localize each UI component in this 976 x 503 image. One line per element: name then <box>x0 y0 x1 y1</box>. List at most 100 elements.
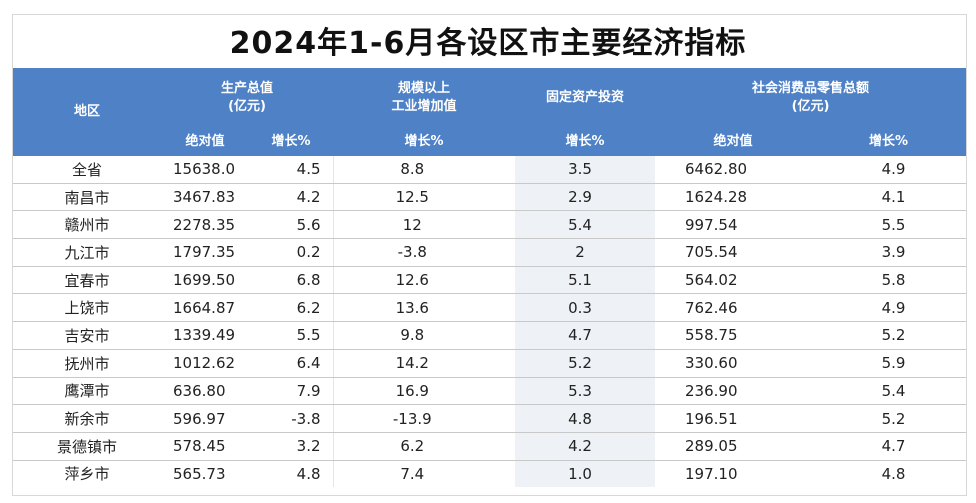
cell-retail: 997.54 <box>655 210 812 240</box>
cell-industry-growth: 7.4 <box>332 460 516 488</box>
cell-retail-growth: 4.7 <box>811 432 967 461</box>
cell-gdp-growth: 4.2 <box>249 183 334 212</box>
header-retail: 社会消费品零售总额 (亿元) <box>655 68 967 128</box>
cell-region: 上饶市 <box>13 293 161 323</box>
cell-gdp: 565.73 <box>173 464 226 483</box>
header-retail-line2: (亿元) <box>791 99 830 114</box>
cell-fixed-growth: 5.3 <box>515 377 656 406</box>
cell-gdp-growth: 7.9 <box>249 377 334 406</box>
cell-gdp: 578.45 <box>161 432 249 461</box>
cell-gdp-growth: 3.2 <box>249 432 334 461</box>
cell-retail-growth: 5.5 <box>811 210 967 240</box>
cell-gdp-growth: 6.2 <box>249 293 334 323</box>
table-row: 全省 15638.0 4.5 8.8 3.5 6462.80 4.9 <box>13 156 967 184</box>
cell-retail: 197.10 <box>685 464 738 483</box>
subheader-retail-absolute: 绝对值 <box>655 128 812 156</box>
cell-region: 赣州市 <box>13 210 161 240</box>
cell-fixed-growth: 0.3 <box>515 293 656 323</box>
table-row: 萍乡市 565.73 4.8 7.4 1.0 197.10 4.8 <box>13 460 966 488</box>
cell-region: 九江市 <box>13 238 161 267</box>
cell-region: 抚州市 <box>13 349 161 378</box>
cell-retail: 236.90 <box>655 377 812 406</box>
header-gdp: 生产总值 (亿元) <box>161 68 334 128</box>
cell-retail-growth: 4.9 <box>811 293 967 323</box>
cell-gdp-growth: 6.4 <box>249 349 334 378</box>
cell-gdp: 3467.83 <box>161 183 249 212</box>
cell-industry-growth: -3.8 <box>332 238 516 267</box>
header-gdp-line1: 生产总值 <box>221 81 274 96</box>
table-row: 吉安市 1339.49 5.5 9.8 4.7 558.75 5.2 <box>13 321 967 350</box>
cell-region: 南昌市 <box>13 183 161 212</box>
table-row: 九江市 1797.35 0.2 -3.8 2 705.54 3.9 <box>13 238 967 267</box>
cell-gdp-growth: 4.5 <box>249 156 334 184</box>
subheader-fixed-growth: 增长% <box>515 128 656 156</box>
cell-retail: 558.75 <box>655 321 812 350</box>
table-body: 全省 15638.0 4.5 8.8 3.5 6462.80 4.9 南昌市 3… <box>13 156 967 488</box>
header-gdp-line2: (亿元) <box>228 99 266 114</box>
table-row: 景德镇市 578.45 3.2 6.2 4.2 289.05 4.7 <box>13 432 967 461</box>
cell-gdp-growth: -3.8 <box>249 404 334 433</box>
subheader-gdp-absolute: 绝对值 <box>161 128 249 156</box>
cell-fixed-growth: 4.8 <box>515 404 656 433</box>
cell-industry-growth: 13.6 <box>332 293 516 323</box>
cell-retail-growth: 5.4 <box>811 377 967 406</box>
cell-fixed-growth: 3.5 <box>515 156 656 184</box>
table-header: 地区 生产总值 (亿元) 规模以上 工业增加值 固定资产投资 社会消费品零售总额… <box>13 68 967 156</box>
subheader-industry-growth: 增长% <box>333 128 516 156</box>
header-region: 地区 <box>13 68 161 156</box>
cell-industry-growth: 8.8 <box>332 156 516 184</box>
cell-industry-growth: 16.9 <box>332 377 516 406</box>
header-fixed-investment: 固定资产投资 <box>515 68 656 128</box>
cell-retail-growth: 4.9 <box>811 156 967 184</box>
cell-retail-growth: 4.1 <box>811 183 967 212</box>
header-industry: 规模以上 工业增加值 <box>333 68 516 128</box>
table-row: 抚州市 1012.62 6.4 14.2 5.2 330.60 5.9 <box>13 349 967 378</box>
cell-region: 全省 <box>13 156 161 184</box>
cell-gdp: 596.97 <box>161 404 249 433</box>
cell-fixed-growth: 4.7 <box>515 321 656 350</box>
cell-industry-growth: -13.9 <box>332 404 516 433</box>
cell-gdp-growth: 4.8 <box>296 464 321 483</box>
cell-fixed-growth: 5.4 <box>515 210 656 240</box>
cell-industry-growth: 12 <box>332 210 516 240</box>
cell-retail: 705.54 <box>655 238 812 267</box>
cell-gdp: 2278.35 <box>161 210 249 240</box>
economic-indicators-table: 地区 生产总值 (亿元) 规模以上 工业增加值 固定资产投资 社会消费品零售总额… <box>13 68 967 488</box>
cell-region: 景德镇市 <box>13 432 161 461</box>
cell-fixed-growth: 5.1 <box>515 266 656 295</box>
cell-retail-growth: 3.9 <box>811 238 967 267</box>
page-title: 2024年1-6月各设区市主要经济指标 <box>229 26 747 61</box>
cell-industry-growth: 12.6 <box>332 266 516 295</box>
cell-gdp-growth: 5.5 <box>249 321 334 350</box>
cell-fixed-growth: 4.2 <box>515 432 656 461</box>
cell-region: 新余市 <box>13 404 161 433</box>
cell-retail-growth: 4.8 <box>881 464 906 483</box>
cell-region: 吉安市 <box>13 321 161 350</box>
cell-gdp: 15638.0 <box>161 156 249 184</box>
subheader-gdp-growth: 增长% <box>249 128 334 156</box>
cell-fixed-growth: 1.0 <box>515 460 656 488</box>
cell-region: 宜春市 <box>13 266 161 295</box>
table-row: 新余市 596.97 -3.8 -13.9 4.8 196.51 5.2 <box>13 404 967 433</box>
header-industry-line1: 规模以上 <box>398 81 451 96</box>
cell-region: 萍乡市 <box>64 465 110 484</box>
cell-fixed-growth: 2.9 <box>515 183 656 212</box>
cell-retail-growth: 5.2 <box>811 321 967 350</box>
cell-retail: 6462.80 <box>655 156 812 184</box>
cell-gdp: 1664.87 <box>161 293 249 323</box>
cell-industry-growth: 14.2 <box>332 349 516 378</box>
table-row: 宜春市 1699.50 6.8 12.6 5.1 564.02 5.8 <box>13 266 967 295</box>
cell-gdp: 636.80 <box>161 377 249 406</box>
table-row: 鹰潭市 636.80 7.9 16.9 5.3 236.90 5.4 <box>13 377 967 406</box>
cell-fixed-growth: 5.2 <box>515 349 656 378</box>
cell-gdp: 1339.49 <box>161 321 249 350</box>
cell-gdp-growth: 6.8 <box>249 266 334 295</box>
cell-retail: 1624.28 <box>655 183 812 212</box>
cell-retail: 762.46 <box>655 293 812 323</box>
table-frame <box>12 14 967 496</box>
cell-industry-growth: 9.8 <box>332 321 516 350</box>
cell-gdp: 1797.35 <box>161 238 249 267</box>
cell-industry-growth: 12.5 <box>332 183 516 212</box>
table-row: 赣州市 2278.35 5.6 12 5.4 997.54 5.5 <box>13 210 967 240</box>
cell-retail-growth: 5.2 <box>811 404 967 433</box>
